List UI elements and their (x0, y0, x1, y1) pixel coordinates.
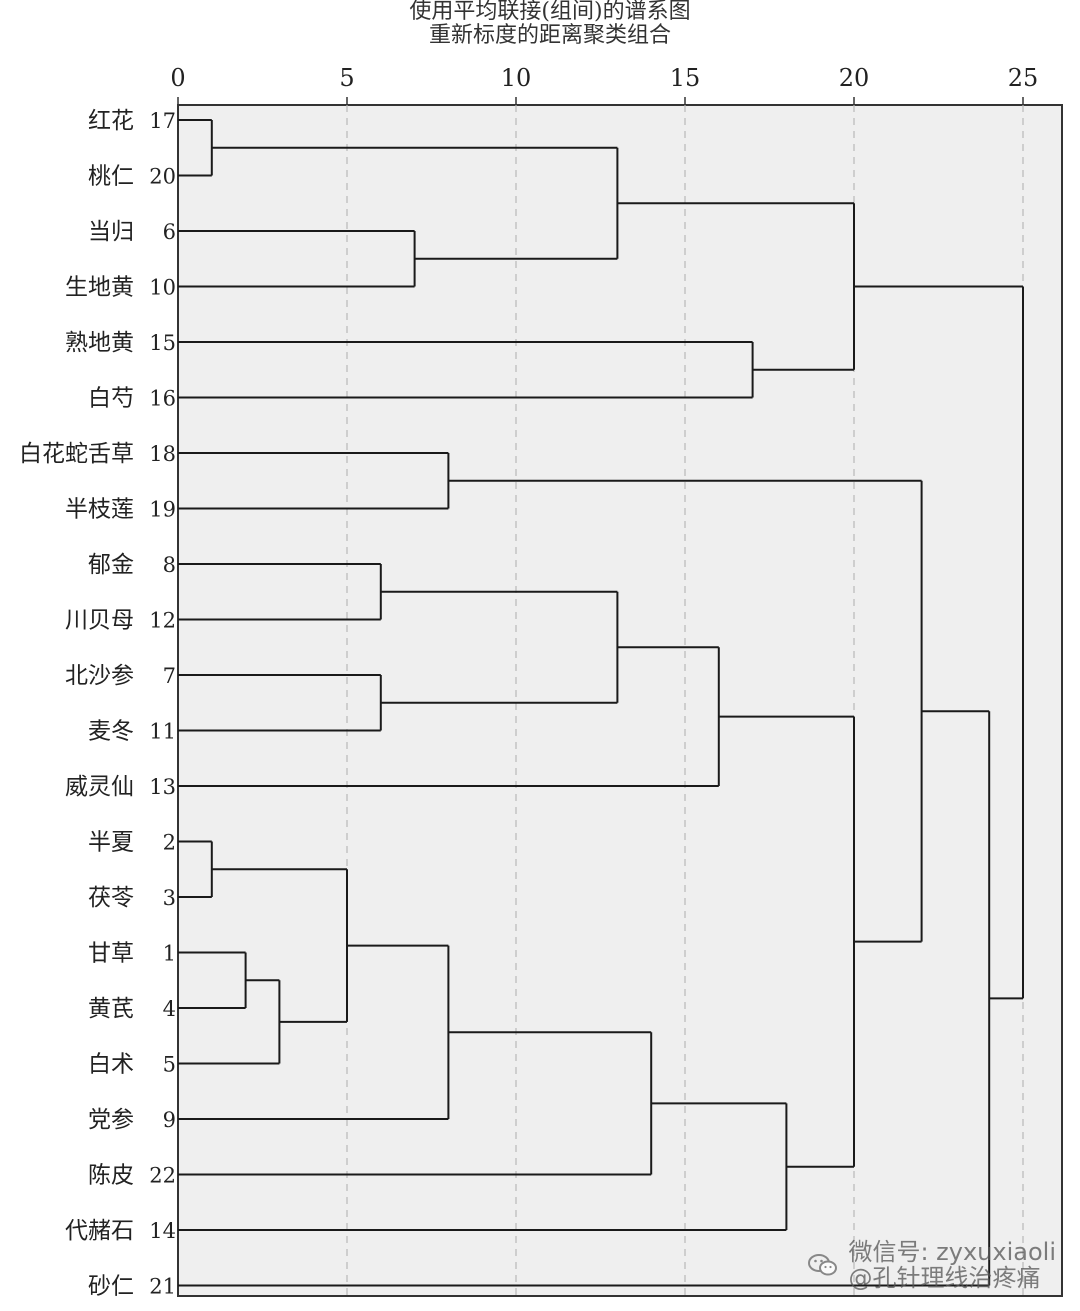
leaf-name-label: 甘草 (88, 941, 134, 967)
leaf-number-label: 3 (163, 886, 176, 910)
leaf-name-label: 麦冬 (88, 719, 134, 745)
leaf-name-label: 熟地黄 (65, 330, 134, 356)
x-tick-label: 10 (501, 64, 532, 92)
leaf-name-label: 半夏 (88, 830, 134, 856)
x-tick-label: 20 (839, 64, 870, 92)
leaf-number-label: 2 (163, 831, 176, 855)
leaf-name-label: 党参 (88, 1107, 134, 1133)
leaf-name-label: 白花蛇舌草 (19, 441, 134, 467)
leaf-number-label: 18 (149, 442, 176, 466)
leaf-name-label: 代赭石 (65, 1218, 134, 1244)
x-tick-label: 5 (339, 64, 354, 92)
leaf-name-label: 半枝莲 (65, 497, 134, 523)
leaf-name-label: 陈皮 (88, 1163, 134, 1189)
leaf-name-label: 白芍 (88, 386, 134, 412)
chart-subtitle: 重新标度的距离聚类组合 (428, 23, 671, 48)
leaf-number-label: 7 (163, 664, 176, 688)
leaf-number-label: 4 (163, 997, 176, 1021)
leaf-name-label: 当归 (88, 219, 134, 245)
leaf-number-label: 6 (163, 220, 176, 244)
leaf-number-label: 16 (149, 387, 176, 411)
leaf-number-label: 13 (149, 775, 176, 799)
watermark: 微信号: zyxuxiaoli @孔针理线治疼痛 (808, 1239, 1056, 1291)
leaf-name-label: 川贝母 (65, 608, 134, 634)
leaf-number-label: 1 (163, 942, 176, 966)
watermark-line-2: @孔针理线治疼痛 (848, 1264, 1041, 1292)
x-tick-label: 0 (170, 64, 185, 92)
wechat-icon (808, 1254, 838, 1276)
leaf-name-label: 郁金 (88, 552, 134, 578)
leaf-name-label: 砂仁 (88, 1274, 134, 1300)
leaf-name-label: 黄芪 (88, 996, 134, 1022)
leaf-name-label: 生地黄 (65, 275, 134, 301)
plot-area (177, 104, 1063, 1297)
leaf-name-label: 茯苓 (88, 885, 134, 911)
leaf-number-label: 15 (149, 331, 176, 355)
leaf-number-label: 10 (149, 276, 176, 300)
leaf-number-label: 22 (149, 1164, 176, 1188)
leaf-number-label: 21 (149, 1275, 176, 1299)
leaf-number-label: 5 (163, 1053, 176, 1077)
leaf-name-label: 桃仁 (88, 164, 134, 190)
leaf-name-label: 威灵仙 (65, 774, 134, 800)
leaf-number-label: 12 (149, 609, 176, 633)
leaf-number-label: 19 (149, 498, 176, 522)
leaf-name-label: 白术 (88, 1052, 134, 1078)
leaf-number-label: 11 (149, 720, 176, 744)
x-tick-label: 15 (670, 64, 701, 92)
x-tick-label: 25 (1008, 64, 1039, 92)
leaf-number-label: 14 (149, 1219, 176, 1243)
leaf-number-label: 20 (149, 165, 176, 189)
leaf-number-label: 17 (149, 109, 176, 133)
leaf-name-label: 北沙参 (65, 663, 134, 689)
leaf-number-label: 9 (163, 1108, 176, 1132)
chart-title: 使用平均联接(组间)的谱系图 (409, 0, 691, 24)
leaf-name-label: 红花 (88, 108, 134, 134)
watermark-line-1: 微信号: zyxuxiaoli (848, 1238, 1056, 1266)
leaf-number-label: 8 (163, 553, 176, 577)
